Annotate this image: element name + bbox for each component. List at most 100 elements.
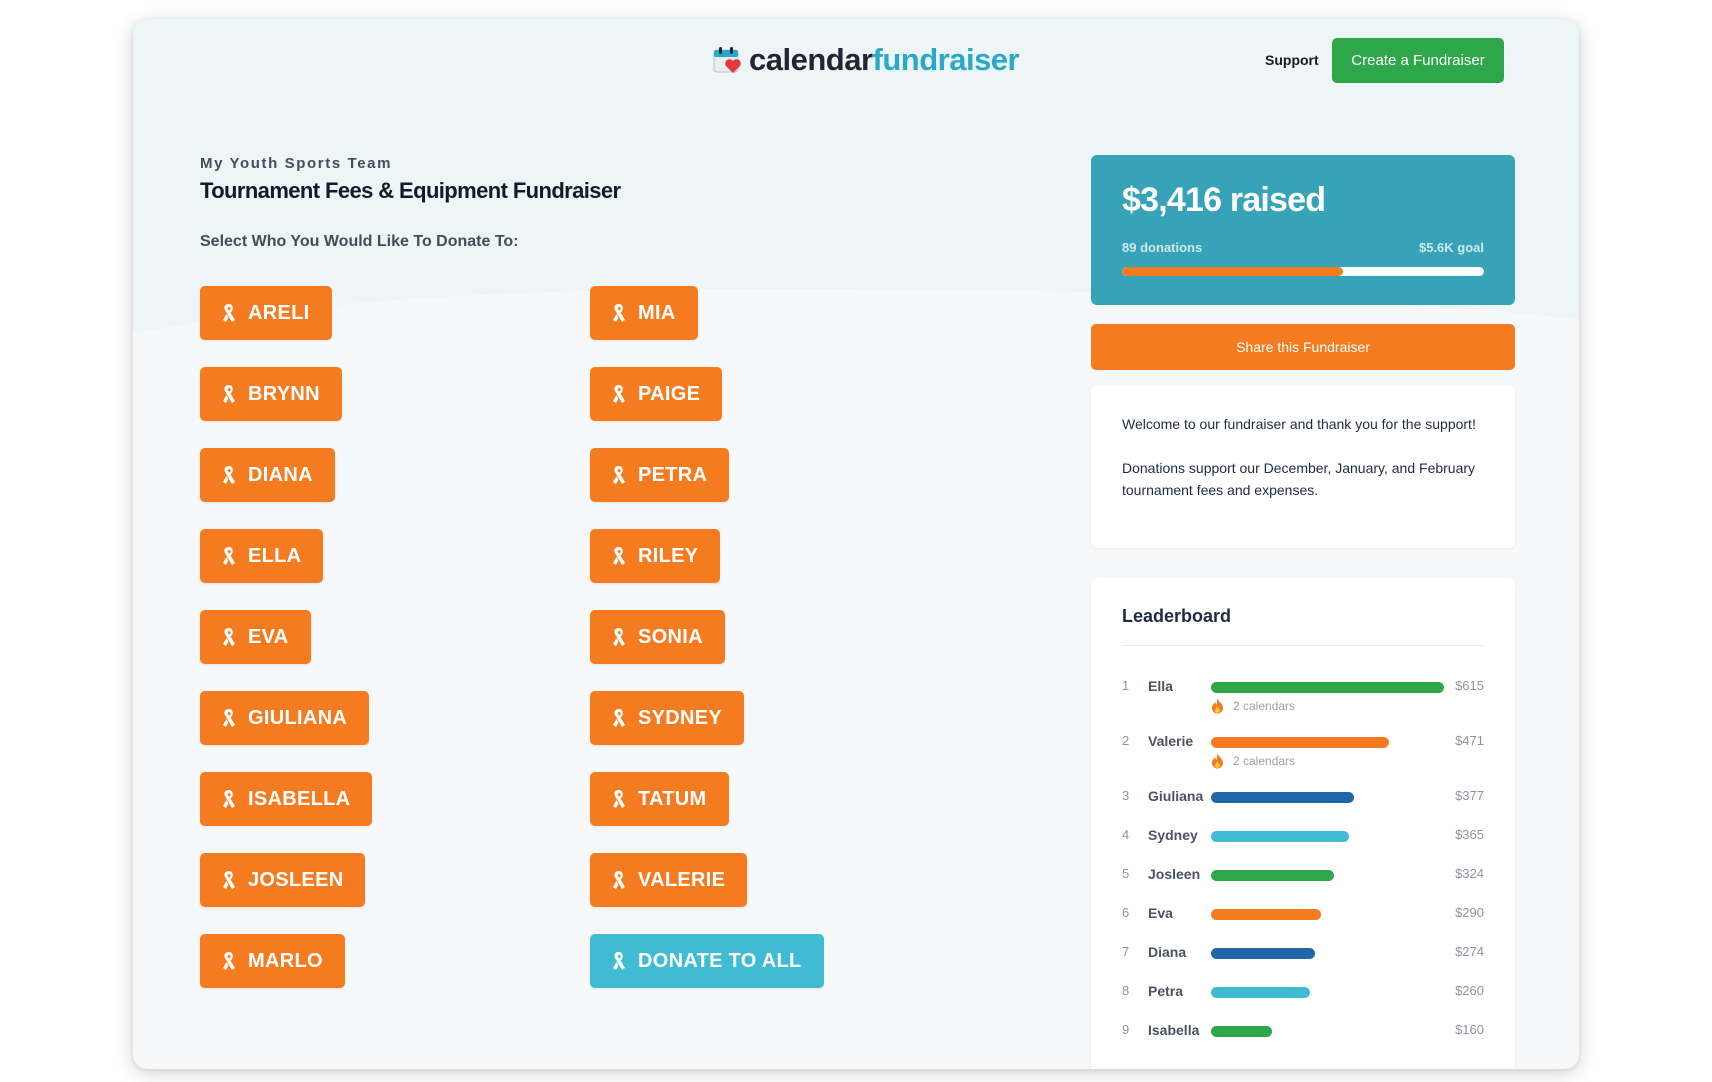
- amount-value: $615: [1455, 678, 1484, 693]
- ribbon-icon: [613, 790, 625, 808]
- ribbon-icon: [613, 385, 625, 403]
- amount-value: $260: [1455, 983, 1484, 998]
- donate-prompt: Select Who You Would Like To Donate To:: [200, 233, 519, 250]
- amount-value: $160: [1455, 1022, 1484, 1037]
- amount-value: $274: [1455, 944, 1484, 959]
- amount-value: $471: [1455, 733, 1484, 748]
- progress-card: $3,416 raised 89 donations $5.6K goal: [1091, 155, 1515, 305]
- participant-button-brynn[interactable]: BRYNN: [200, 367, 342, 421]
- welcome-text: Welcome to our fundraiser and thank you …: [1122, 416, 1476, 432]
- participant-label: ELLA: [248, 544, 302, 567]
- ribbon-icon: [223, 466, 235, 484]
- amount-bar: [1211, 831, 1349, 842]
- participant-label: GIULIANA: [248, 706, 348, 729]
- calendars-note: 2 calendars: [1211, 753, 1295, 769]
- flame-icon: [1212, 698, 1223, 714]
- ribbon-icon: [613, 466, 625, 484]
- page-title: Tournament Fees & Equipment Fundraiser: [200, 178, 621, 203]
- ribbon-icon: [613, 952, 625, 970]
- participant-label: SONIA: [638, 625, 703, 648]
- progress-bar-fill: [1122, 267, 1343, 276]
- amount-bar: [1211, 682, 1444, 693]
- calendar-heart-icon: [713, 47, 741, 73]
- calendars-count: 2 calendars: [1233, 699, 1296, 713]
- participant-button-eva[interactable]: EVA: [200, 610, 311, 664]
- participant-label: VALERIE: [638, 868, 726, 891]
- amount-value: $377: [1455, 788, 1484, 803]
- goal-amount: $5.6K goal: [1418, 240, 1484, 255]
- rank-number: 2: [1122, 733, 1130, 748]
- amount-bar: [1211, 792, 1354, 803]
- support-link[interactable]: Support: [1265, 52, 1319, 68]
- ribbon-icon: [223, 871, 235, 889]
- ribbon-icon: [613, 709, 625, 727]
- participant-button-sydney[interactable]: SYDNEY: [590, 691, 745, 745]
- participant-label: BRYNN: [248, 382, 320, 405]
- participant-name: Petra: [1148, 983, 1184, 999]
- amount-value: $324: [1455, 866, 1484, 881]
- top-bar: calendarfundraiser Support Create a Fund…: [133, 19, 1579, 105]
- participant-button-josleen[interactable]: JOSLEEN: [200, 853, 366, 907]
- amount-value: $290: [1455, 905, 1484, 920]
- participant-button-marlo[interactable]: MARLO: [200, 934, 345, 988]
- amount-bar: [1211, 870, 1334, 881]
- donations-info-text: Donations support our December, January,…: [1122, 460, 1476, 498]
- participant-button-tatum[interactable]: TATUM: [590, 772, 729, 826]
- rank-number: 3: [1122, 788, 1130, 803]
- ribbon-icon: [613, 547, 625, 565]
- ribbon-icon: [223, 304, 235, 322]
- rank-number: 5: [1122, 866, 1130, 881]
- donation-count: 89 donations: [1122, 240, 1203, 255]
- participant-button-paige[interactable]: PAIGE: [590, 367, 723, 421]
- welcome-message-card: Welcome to our fundraiser and thank you …: [1091, 385, 1515, 548]
- participant-button-giuliana[interactable]: GIULIANA: [200, 691, 370, 745]
- amount-bar: [1211, 909, 1321, 920]
- rank-number: 7: [1122, 944, 1130, 959]
- ribbon-icon: [613, 871, 625, 889]
- participant-label: DONATE TO ALL: [638, 949, 802, 972]
- share-fundraiser-button[interactable]: Share this Fundraiser: [1091, 324, 1515, 370]
- participant-name: Eva: [1148, 905, 1173, 921]
- participant-label: RILEY: [638, 544, 699, 567]
- participant-button-diana[interactable]: DIANA: [200, 448, 335, 502]
- participant-name: Valerie: [1148, 733, 1194, 749]
- participant-button-valerie[interactable]: VALERIE: [590, 853, 748, 907]
- calendars-note: 2 calendars: [1211, 698, 1295, 714]
- participant-button-isabella[interactable]: ISABELLA: [200, 772, 373, 826]
- progress-bar: [1122, 267, 1484, 276]
- rank-number: 1: [1122, 678, 1130, 693]
- participant-name: Sydney: [1148, 827, 1198, 843]
- leaderboard-card: Leaderboard 1 Ella $615 2 calendars 2 Valerie…: [1091, 578, 1515, 1069]
- rank-number: 9: [1122, 1022, 1130, 1037]
- ribbon-icon: [613, 304, 625, 322]
- rank-number: 8: [1122, 983, 1130, 998]
- logo[interactable]: calendarfundraiser: [713, 40, 1020, 80]
- logo-text-fundraiser: fundraiser: [872, 42, 1020, 77]
- divider: [1122, 645, 1484, 646]
- ribbon-icon: [223, 628, 235, 646]
- amount-value: $365: [1455, 827, 1484, 842]
- participant-button-ella[interactable]: ELLA: [200, 529, 324, 583]
- amount-bar: [1211, 987, 1310, 998]
- participant-label: JOSLEEN: [248, 868, 344, 891]
- participant-name: Ella: [1148, 678, 1173, 694]
- leaderboard-title: Leaderboard: [1122, 606, 1232, 626]
- calendars-count: 2 calendars: [1233, 754, 1296, 768]
- create-fundraiser-button[interactable]: Create a Fundraiser: [1332, 38, 1504, 83]
- participant-label: TATUM: [638, 787, 707, 810]
- ribbon-icon: [613, 628, 625, 646]
- rank-number: 6: [1122, 905, 1130, 920]
- rank-number: 4: [1122, 827, 1130, 842]
- participant-button-areli[interactable]: ARELI: [200, 286, 332, 340]
- participant-button-sonia[interactable]: SONIA: [590, 610, 725, 664]
- participant-label: EVA: [248, 625, 289, 648]
- donate-to-all-button[interactable]: DONATE TO ALL: [590, 934, 824, 988]
- logo-text-calendar: calendar: [749, 42, 873, 77]
- participant-button-mia[interactable]: MIA: [590, 286, 698, 340]
- ribbon-icon: [223, 547, 235, 565]
- participant-button-riley[interactable]: RILEY: [590, 529, 721, 583]
- participant-name: Isabella: [1148, 1022, 1200, 1038]
- participant-label: DIANA: [248, 463, 313, 486]
- participant-button-petra[interactable]: PETRA: [590, 448, 730, 502]
- participant-label: ARELI: [248, 301, 310, 324]
